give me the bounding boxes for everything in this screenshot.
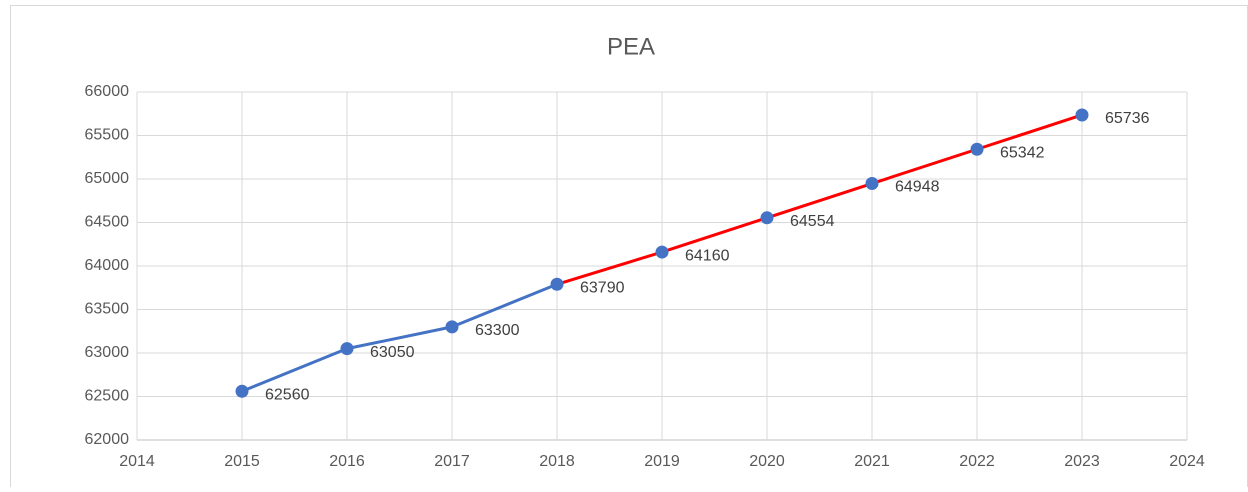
data-label: 64948 (895, 179, 940, 196)
marker (865, 177, 879, 191)
x-tick-label: 2020 (749, 453, 785, 470)
line-segment (870, 147, 979, 186)
line-segment (240, 347, 349, 393)
x-tick-label: 2023 (1064, 453, 1100, 470)
x-tick-label: 2021 (854, 453, 890, 470)
x-tick-label: 2015 (224, 453, 260, 470)
data-label: 64160 (685, 247, 730, 264)
line-segment (345, 325, 454, 351)
line-segment (450, 282, 559, 329)
line-segment (765, 182, 874, 220)
chart-frame (10, 5, 1248, 487)
data-label: 63050 (370, 344, 415, 361)
line-segment (975, 113, 1084, 151)
marker (655, 245, 669, 259)
line-segment (660, 216, 769, 254)
y-tick-label: 66000 (85, 83, 130, 100)
y-tick-label: 64500 (85, 214, 130, 231)
marker (1075, 108, 1089, 122)
marker (235, 384, 249, 398)
y-tick-label: 65500 (85, 127, 130, 144)
data-label: 62560 (265, 386, 310, 403)
chart-title: PEA (607, 33, 655, 60)
y-tick-label: 62500 (85, 388, 130, 405)
data-label: 64554 (790, 213, 835, 230)
y-tick-label: 64000 (85, 257, 130, 274)
x-tick-label: 2018 (539, 453, 575, 470)
marker (340, 342, 354, 356)
data-label: 63300 (475, 322, 520, 339)
x-tick-label: 2016 (329, 453, 365, 470)
line-segment (555, 250, 664, 286)
marker (970, 142, 984, 156)
x-tick-label: 2019 (644, 453, 680, 470)
y-tick-label: 65000 (85, 170, 130, 187)
data-label: 63790 (580, 279, 625, 296)
marker (445, 320, 459, 334)
marker (760, 211, 774, 225)
x-tick-label: 2017 (434, 453, 470, 470)
x-tick-label: 2022 (959, 453, 995, 470)
data-label: 65736 (1105, 110, 1150, 127)
marker (550, 277, 564, 291)
data-label: 65342 (1000, 144, 1045, 161)
y-tick-label: 63500 (85, 301, 130, 318)
x-tick-label: 2024 (1169, 453, 1205, 470)
x-tick-label: 2014 (119, 453, 155, 470)
y-tick-label: 62000 (85, 431, 130, 448)
y-tick-label: 63000 (85, 344, 130, 361)
